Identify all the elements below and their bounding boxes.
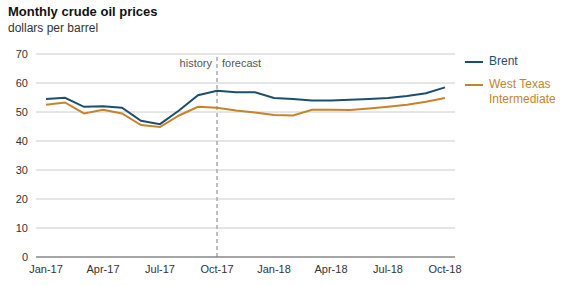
svg-text:Jan-17: Jan-17 bbox=[29, 263, 63, 275]
svg-text:30: 30 bbox=[16, 164, 28, 176]
svg-text:10: 10 bbox=[16, 222, 28, 234]
svg-text:history: history bbox=[180, 57, 213, 69]
svg-text:70: 70 bbox=[16, 48, 28, 60]
html-text:Intermediate: Intermediate bbox=[489, 92, 556, 106]
svg-text:Oct-18: Oct-18 bbox=[428, 263, 461, 275]
svg-text:50: 50 bbox=[16, 106, 28, 118]
svg-text:0: 0 bbox=[22, 251, 28, 263]
svg-text:Jul-17: Jul-17 bbox=[145, 263, 175, 275]
svg-text:20: 20 bbox=[16, 193, 28, 205]
svg-text:60: 60 bbox=[16, 77, 28, 89]
html-text:dollars per barrel: dollars per barrel bbox=[8, 21, 98, 35]
html-text:Brent: Brent bbox=[489, 54, 518, 68]
html-text:West Texas: West Texas bbox=[489, 77, 551, 91]
svg-text:Jul-18: Jul-18 bbox=[373, 263, 403, 275]
svg-text:Oct-17: Oct-17 bbox=[200, 263, 233, 275]
svg-text:forecast: forecast bbox=[222, 57, 261, 69]
svg-text:Apr-18: Apr-18 bbox=[314, 263, 347, 275]
svg-text:Apr-17: Apr-17 bbox=[86, 263, 119, 275]
html-text:Monthly crude oil prices: Monthly crude oil prices bbox=[8, 4, 158, 19]
svg-text:Jan-18: Jan-18 bbox=[257, 263, 291, 275]
svg-text:40: 40 bbox=[16, 135, 28, 147]
